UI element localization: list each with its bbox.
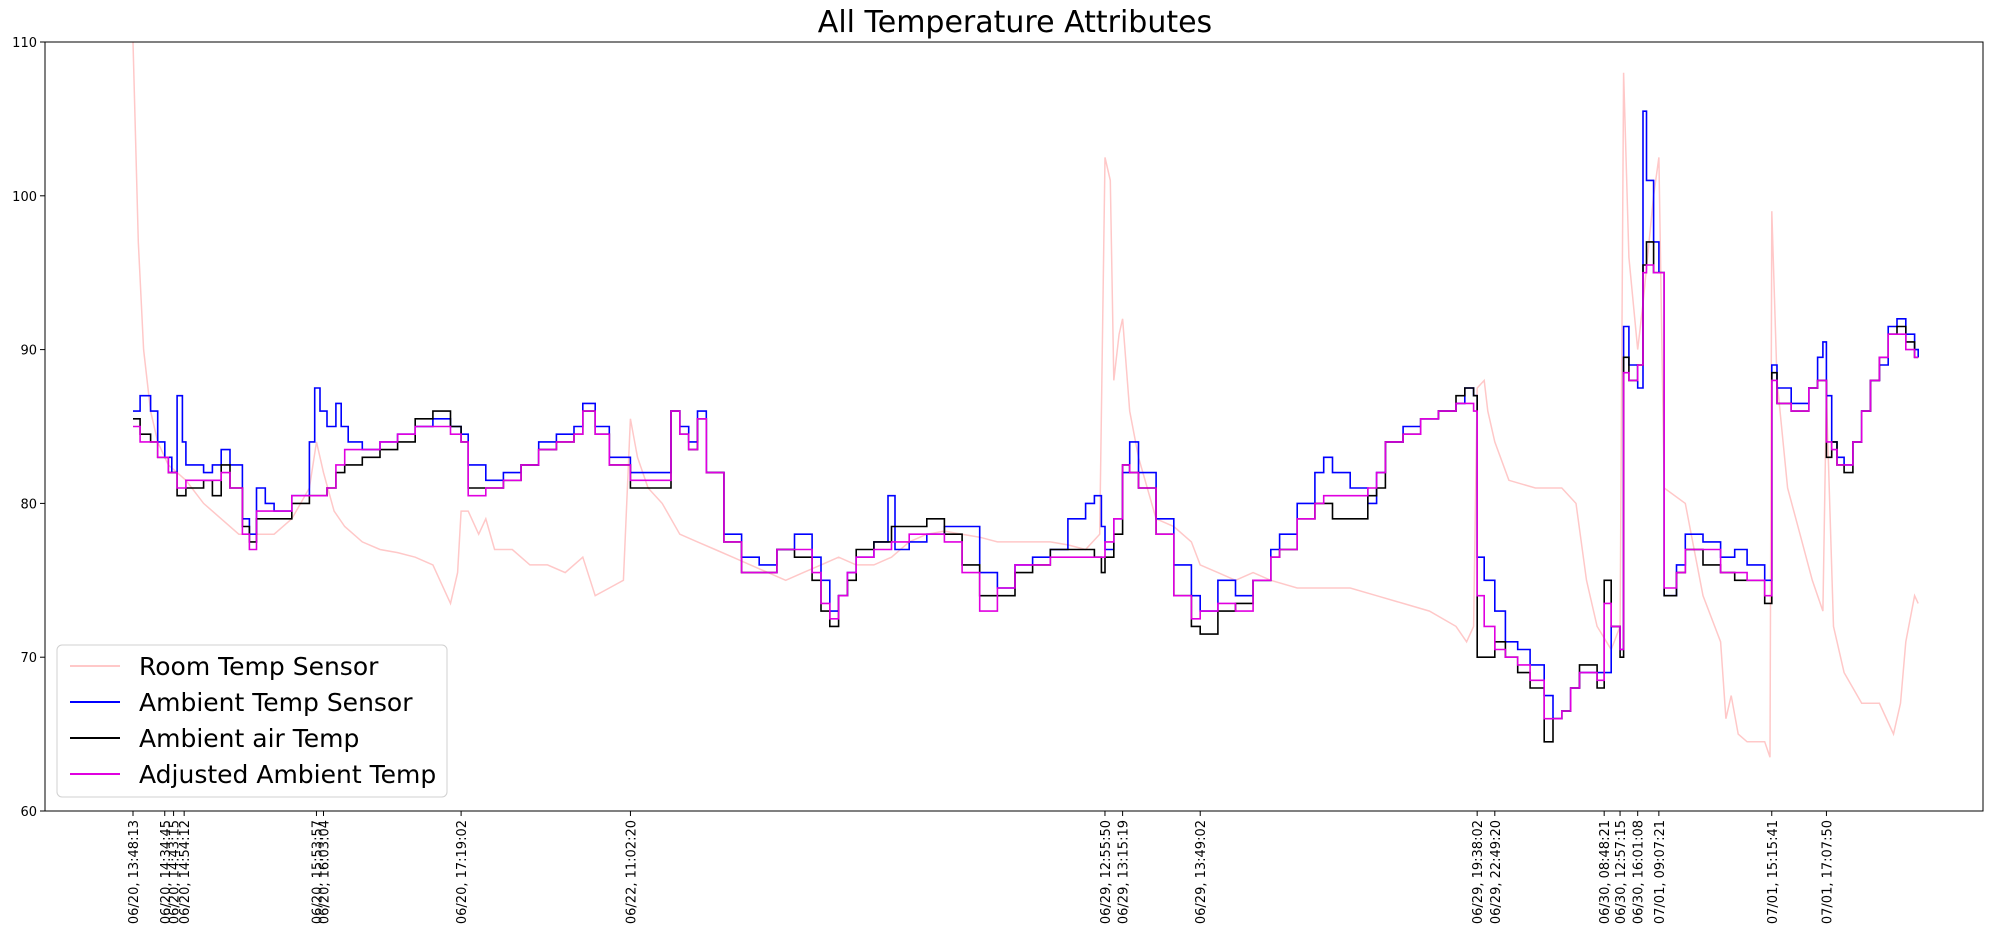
x-tick-label: 06/20, 13:48:13 [127,820,142,924]
x-tick-label: 06/29, 19:38:02 [1471,820,1486,924]
x-tick-label: 07/01, 17:07:50 [1820,820,1835,924]
x-tick-label: 06/20, 16:03:04 [318,820,333,924]
x-tick-label: 06/20, 14:43:15 [168,820,183,924]
x-tick-label: 06/29, 12:55:50 [1099,820,1114,924]
y-tick-label: 90 [20,344,37,359]
legend: Room Temp Sensor Ambient Temp Sensor Ambie… [56,644,448,798]
x-tick-label: 06/29, 13:49:02 [1194,820,1209,924]
y-tick-label: 80 [20,497,37,512]
legend-label: Room Temp Sensor [139,652,379,681]
x-tick-label: 06/29, 13:15:19 [1117,820,1132,924]
series-line-4 [133,264,1919,720]
x-tick-label: 06/30, 08:48:21 [1598,820,1613,924]
x-tick-label: 07/01, 09:07:21 [1653,820,1668,924]
y-tick-label: 60 [20,805,37,820]
y-tick-label: 100 [12,190,37,205]
y-tick-label: 70 [20,651,37,666]
chart-title: All Temperature Attributes [818,5,1212,40]
x-tick-label: 06/20, 14:54:12 [178,820,193,924]
legend-label: Ambient air Temp [139,724,359,753]
legend-label: Adjusted Ambient Temp [139,760,436,789]
axes: 60 70 80 90 100 110 06/20, 13:48:13 06/20, 14:3… [12,36,1984,924]
y-tick-label: 110 [12,36,37,51]
x-tick-label: 06/20, 14:34:45 [159,820,174,924]
x-tick-label: 06/30, 16:01:08 [1632,820,1647,924]
legend-label: Ambient Temp Sensor [139,688,413,717]
plot-frame [44,41,1984,812]
series-line-1 [132,42,1919,758]
x-tick-label: 07/01, 15:15:41 [1766,820,1781,924]
x-tick-label: 06/20, 17:19:02 [455,820,470,924]
x-tick-label: 06/30, 12:57:15 [1614,820,1629,924]
plot-area [132,42,1919,758]
legend-box [56,644,448,798]
series-line-2 [133,110,1919,720]
x-tick-label: 06/20, 15:53:57 [311,820,326,924]
x-tick-label: 06/29, 22:49:20 [1489,820,1504,924]
x-tick-label: 06/22, 11:02:20 [624,820,639,924]
